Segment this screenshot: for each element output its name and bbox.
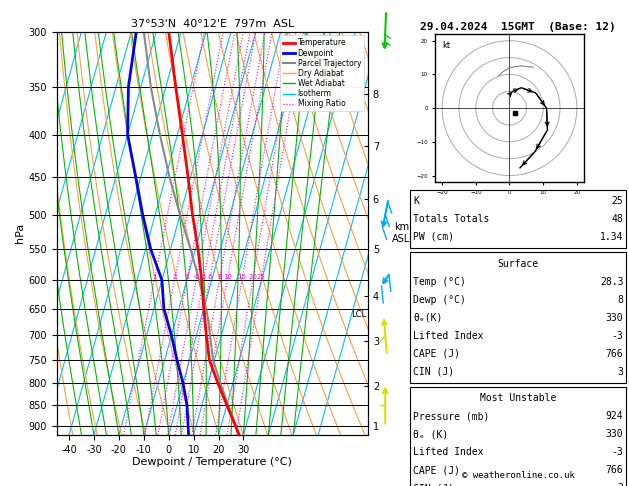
- Text: 766: 766: [606, 465, 623, 475]
- Title: 37°53'N  40°12'E  797m  ASL: 37°53'N 40°12'E 797m ASL: [131, 19, 294, 30]
- Text: 1.34: 1.34: [600, 232, 623, 242]
- Text: © weatheronline.co.uk: © weatheronline.co.uk: [462, 470, 574, 480]
- Text: 10: 10: [223, 274, 231, 280]
- Text: Temp (°C): Temp (°C): [413, 277, 466, 287]
- Text: 766: 766: [606, 348, 623, 359]
- Text: kt: kt: [442, 41, 450, 50]
- Text: 3: 3: [618, 366, 623, 377]
- Text: 20: 20: [248, 274, 257, 280]
- Legend: Temperature, Dewpoint, Parcel Trajectory, Dry Adiabat, Wet Adiabat, Isotherm, Mi: Temperature, Dewpoint, Parcel Trajectory…: [280, 35, 364, 111]
- Text: 25: 25: [611, 196, 623, 206]
- Text: 48: 48: [611, 214, 623, 224]
- Text: CIN (J): CIN (J): [413, 366, 454, 377]
- Text: Dewp (°C): Dewp (°C): [413, 295, 466, 305]
- Text: Surface: Surface: [498, 259, 538, 269]
- Text: 3: 3: [618, 483, 623, 486]
- Text: LCL: LCL: [352, 310, 367, 319]
- X-axis label: Dewpoint / Temperature (°C): Dewpoint / Temperature (°C): [132, 457, 292, 468]
- Y-axis label: km
ASL: km ASL: [392, 223, 411, 244]
- Text: CAPE (J): CAPE (J): [413, 348, 460, 359]
- Text: PW (cm): PW (cm): [413, 232, 454, 242]
- Text: 2: 2: [172, 274, 177, 280]
- Text: 330: 330: [606, 429, 623, 439]
- Y-axis label: hPa: hPa: [16, 223, 26, 243]
- Text: -3: -3: [611, 330, 623, 341]
- Text: K: K: [413, 196, 419, 206]
- Text: θₑ (K): θₑ (K): [413, 429, 448, 439]
- Text: CAPE (J): CAPE (J): [413, 465, 460, 475]
- Text: 924: 924: [606, 411, 623, 421]
- Text: 8: 8: [217, 274, 221, 280]
- Text: 1: 1: [152, 274, 157, 280]
- Text: 15: 15: [238, 274, 247, 280]
- Text: Most Unstable: Most Unstable: [480, 393, 556, 403]
- Text: 4: 4: [194, 274, 198, 280]
- Text: Lifted Index: Lifted Index: [413, 330, 484, 341]
- Text: 5: 5: [201, 274, 206, 280]
- Text: 25: 25: [257, 274, 265, 280]
- Text: CIN (J): CIN (J): [413, 483, 454, 486]
- Text: 6: 6: [208, 274, 212, 280]
- Text: -3: -3: [611, 447, 623, 457]
- Text: 330: 330: [606, 312, 623, 323]
- Text: 28.3: 28.3: [600, 277, 623, 287]
- Text: 3: 3: [185, 274, 189, 280]
- Text: Lifted Index: Lifted Index: [413, 447, 484, 457]
- Text: Pressure (mb): Pressure (mb): [413, 411, 489, 421]
- Text: Totals Totals: Totals Totals: [413, 214, 489, 224]
- Text: θₑ(K): θₑ(K): [413, 312, 443, 323]
- Text: 29.04.2024  15GMT  (Base: 12): 29.04.2024 15GMT (Base: 12): [420, 22, 616, 32]
- Text: 8: 8: [618, 295, 623, 305]
